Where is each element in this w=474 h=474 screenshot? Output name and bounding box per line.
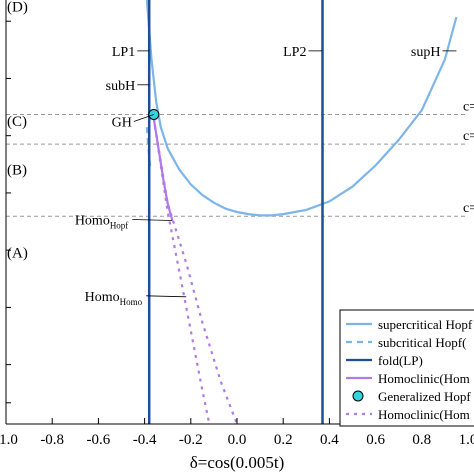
region-label-0: (D) (7, 0, 28, 15)
c-line-label-2: c= (463, 201, 474, 216)
x-tick-label-1: -0.8 (40, 432, 64, 448)
annotation-4: supH (411, 45, 441, 60)
annotation-leader-2 (133, 114, 154, 122)
x-tick-label-5: 0.0 (228, 432, 247, 448)
c-line-label-1: c= (463, 129, 474, 144)
x-tick-label-3: -0.4 (133, 432, 157, 448)
x-axis-label: δ=cos(0.005t) (190, 453, 285, 472)
legend-label-4: Generalized Hopf (378, 389, 471, 404)
annotation-leader-5 (132, 219, 173, 221)
series-line-5 (152, 118, 211, 425)
x-tick-label-10: 1.0 (459, 432, 474, 448)
legend-label-3: Homoclinic(Hom (378, 371, 470, 386)
x-tick-label-9: 0.8 (412, 432, 431, 448)
x-tick-label-8: 0.6 (366, 432, 385, 448)
series-line-4 (152, 118, 174, 221)
legend: supercritical Hopf subcritical Hopf( fold(… (339, 309, 474, 427)
annotation-3: LP2 (283, 45, 306, 60)
x-tick-label-2: -0.6 (87, 432, 111, 448)
annotation-1: subH (106, 79, 136, 94)
x-tick-label-6: 0.2 (274, 432, 293, 448)
annotation-leader-6 (146, 295, 187, 298)
c-line-label-0: c= (463, 99, 474, 114)
region-label-1: (C) (7, 114, 27, 130)
x-tick-label-0: -1.0 (0, 432, 18, 448)
annotation-0: LP1 (112, 45, 135, 60)
series-line-6 (152, 118, 239, 425)
legend-label-1: subcritical Hopf( (378, 335, 466, 350)
x-tick-label-7: 0.4 (320, 432, 339, 448)
plot-area (6, 0, 468, 425)
legend-box (339, 309, 474, 427)
legend-label-2: fold(LP) (378, 353, 423, 368)
legend-label-0: supercritical Hopf (378, 317, 473, 332)
region-label-2: (B) (7, 163, 27, 179)
annotation-layer: c= c= c= (D) (C) (B) (A) LP1 subH GH LP2 supH HomoHo… (7, 0, 474, 307)
legend-swatch-4 (352, 390, 364, 402)
region-label-3: (A) (7, 245, 28, 261)
annotation-2: GH (112, 115, 132, 130)
legend-label-5: Homoclinic(Hom (378, 407, 470, 422)
annotation-5: HomoHopf (75, 213, 129, 230)
series-line-0 (145, 0, 458, 217)
x-tick-label-4: -0.2 (179, 432, 203, 448)
annotation-6: HomoHomo (85, 290, 143, 307)
